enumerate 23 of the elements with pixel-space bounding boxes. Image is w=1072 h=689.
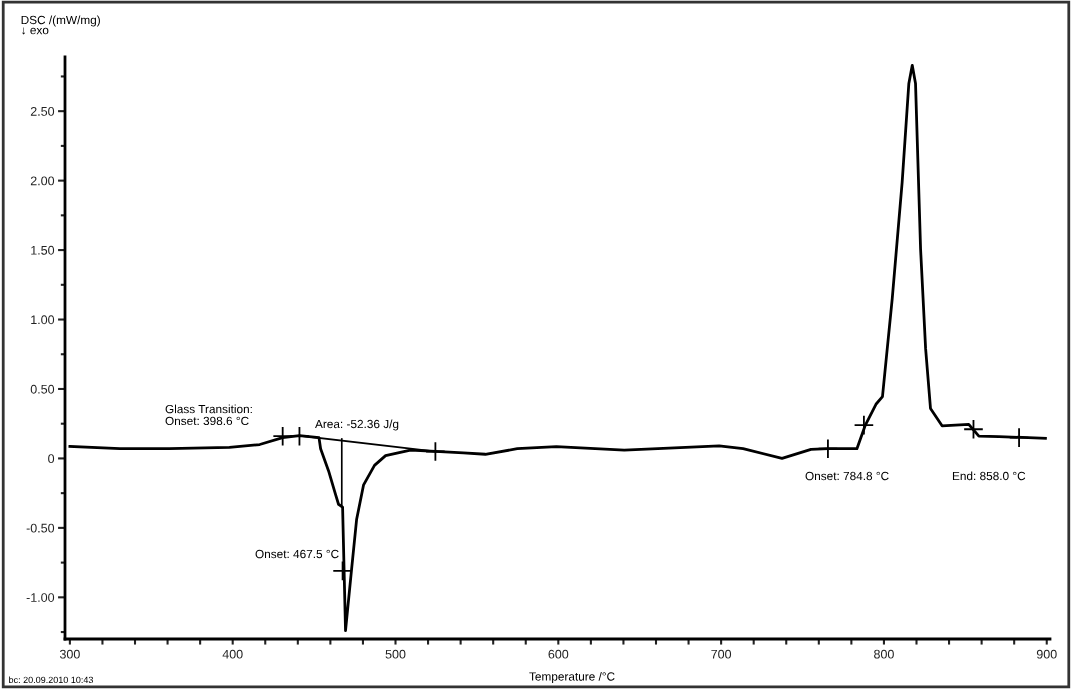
x-tick-label: 400 xyxy=(222,649,243,659)
annotation: Area: -52.36 J/g xyxy=(315,419,399,431)
annotation: End: 858.0 °C xyxy=(952,471,1026,481)
annotation: Onset: 467.5 °C xyxy=(255,549,339,559)
x-axis-title: Temperature /°C xyxy=(529,671,615,683)
y-tick-label: 0.50 xyxy=(30,384,55,394)
x-tick-label: 900 xyxy=(1036,649,1057,659)
text: bc: 20.09.2010 10:43 xyxy=(9,676,94,684)
y-tick-label: 1.50 xyxy=(31,245,55,255)
y-tick-label: 0 xyxy=(48,454,55,464)
y-tick-label: 2.00 xyxy=(30,176,55,186)
y-tick-label: 2.50 xyxy=(30,106,55,116)
x-tick-label: 600 xyxy=(548,649,569,659)
annotation: Onset: 784.8 °C xyxy=(805,471,889,481)
annotation: Glass Transition: Onset: 398.6 °C xyxy=(165,404,252,426)
x-tick-label: 300 xyxy=(59,649,80,659)
y-tick-label: 1.00 xyxy=(31,315,55,325)
x-tick-label: 800 xyxy=(874,649,894,659)
y-tick-label: -0.50 xyxy=(26,523,55,533)
y-axis-title: DSC /(mW/mg) ↓ exo xyxy=(21,15,100,35)
y-tick-label: -1.00 xyxy=(26,593,55,602)
x-tick-label: 700 xyxy=(711,649,732,659)
x-tick-label: 500 xyxy=(385,649,406,659)
